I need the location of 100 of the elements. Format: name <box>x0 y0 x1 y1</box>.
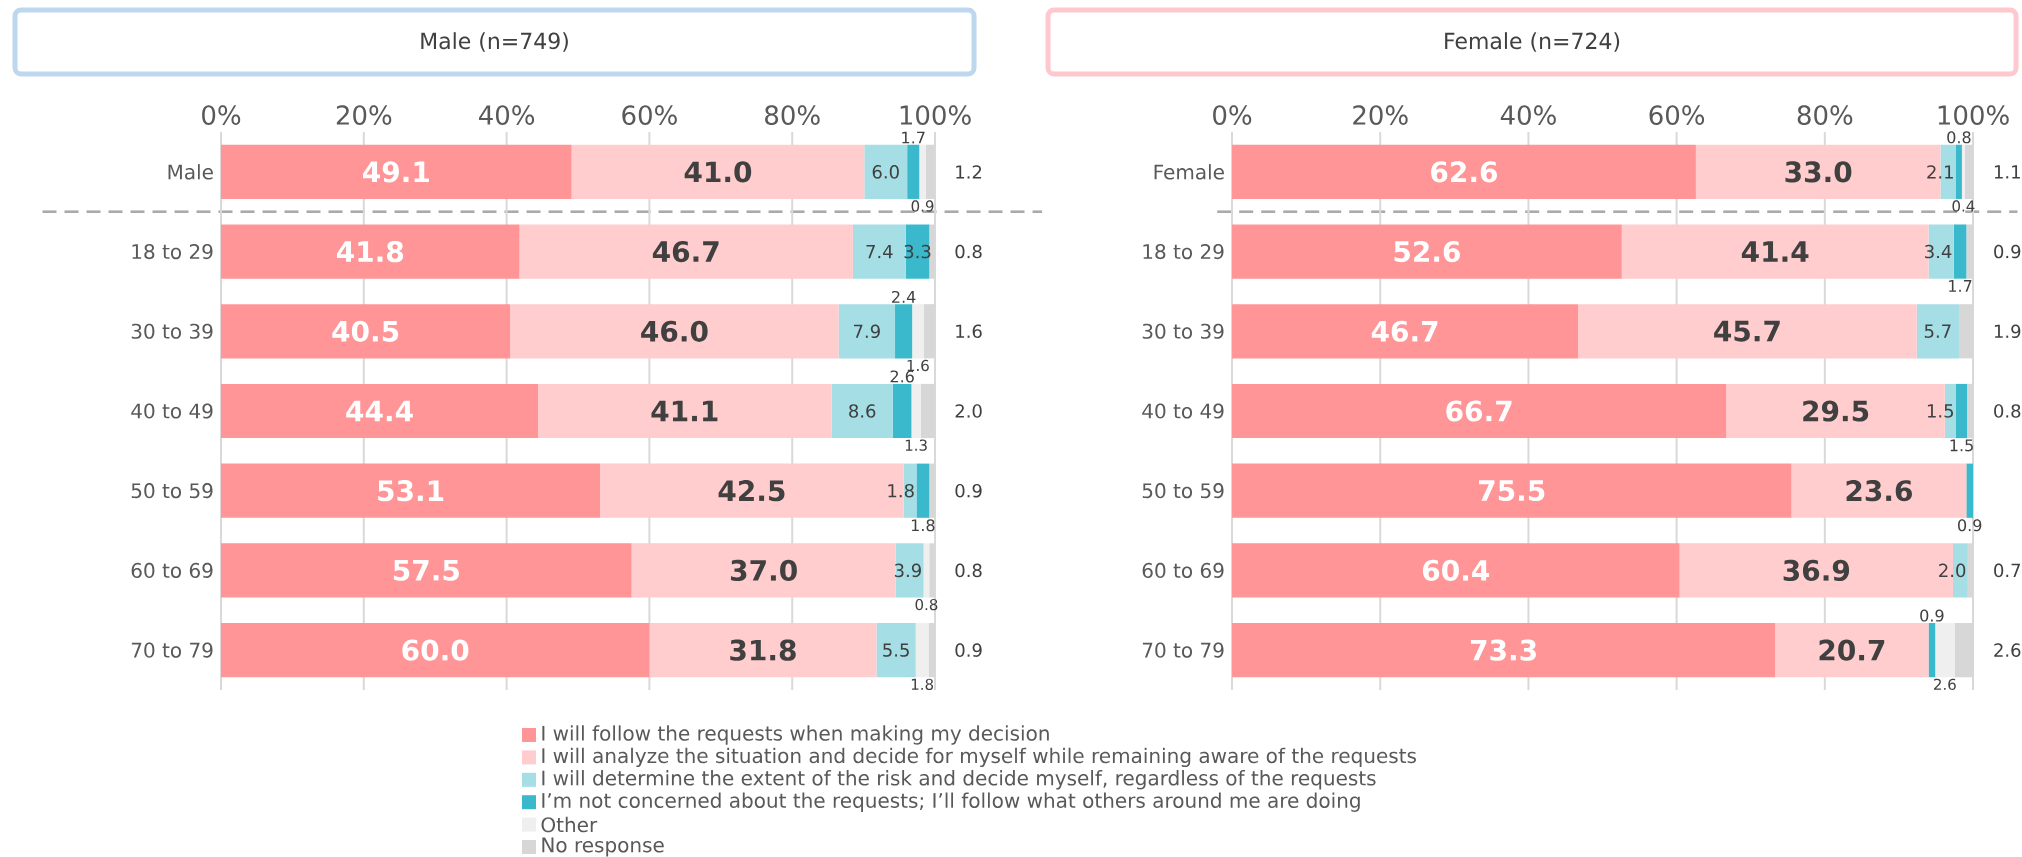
data-label: 8.6 <box>849 404 876 418</box>
bar <box>1916 304 1959 359</box>
data-label: 0.7 <box>1994 563 2021 578</box>
data-label: 41.1 <box>651 400 718 422</box>
data-label: 0.8 <box>1947 131 1971 144</box>
y-tick-label: 60 to 69 <box>1142 562 1224 578</box>
bar <box>1953 224 1967 279</box>
data-label: 1.6 <box>956 324 982 339</box>
data-label: 2.0 <box>955 404 982 418</box>
data-label: 0.8 <box>1994 404 2021 418</box>
data-label: 45.7 <box>1714 320 1780 342</box>
bar <box>911 383 921 439</box>
x-tick-label: 20% <box>336 105 392 125</box>
data-label: 2.4 <box>892 290 916 303</box>
y-tick-label: 30 to 39 <box>131 323 213 339</box>
data-label: 33.0 <box>1785 161 1852 183</box>
bar <box>919 144 926 199</box>
data-label: 75.5 <box>1479 480 1545 502</box>
bar <box>912 304 924 359</box>
data-label: 36.9 <box>1783 559 1850 582</box>
data-label: 1.9 <box>1994 324 2021 339</box>
data-label: 0.8 <box>955 563 982 578</box>
x-tick-label: 0% <box>202 105 241 125</box>
data-label: 62.6 <box>1431 161 1497 183</box>
bar <box>221 144 572 199</box>
bar <box>1966 463 1974 518</box>
data-label: 2.6 <box>1994 643 2021 657</box>
bar <box>1775 623 1929 678</box>
data-label: 57.5 <box>393 560 459 581</box>
data-label: 2.1 <box>1927 165 1953 179</box>
bar <box>1232 623 1776 678</box>
y-tick-label: 50 to 59 <box>1142 483 1224 499</box>
legend-label: I will analyze the situation and decide for myself while remaining aware of the requests <box>542 747 1416 768</box>
bar <box>1232 383 1727 439</box>
data-label: 23.6 <box>1846 480 1912 502</box>
bar <box>1935 623 1955 678</box>
data-label: 0.9 <box>955 483 982 498</box>
data-label: 46.7 <box>1371 320 1438 342</box>
bar <box>221 224 520 279</box>
bar <box>510 304 839 359</box>
bar <box>907 144 920 199</box>
y-tick-label: 40 to 49 <box>1142 403 1224 419</box>
bar <box>631 543 896 598</box>
x-tick-label: 40% <box>478 105 535 125</box>
bar <box>895 543 924 598</box>
chart-title: Female (n=724) <box>1445 32 1620 52</box>
bar <box>221 463 601 518</box>
y-tick-label: Female <box>1154 164 1224 180</box>
data-label: 1.8 <box>888 483 914 498</box>
x-tick-label: 60% <box>622 105 677 125</box>
legend-label: I’m not concerned about the requests; I’ll follow what others around me are doing <box>542 792 1360 812</box>
data-label: 1.2 <box>956 165 982 179</box>
data-label: 0.9 <box>1920 609 1944 622</box>
y-tick-label: Male <box>168 164 213 180</box>
bar <box>221 623 650 678</box>
bar <box>1928 623 1936 678</box>
data-label: 52.6 <box>1394 240 1460 263</box>
data-label: 41.8 <box>336 240 404 263</box>
bar <box>831 383 893 439</box>
data-label: 1.5 <box>1950 439 1973 452</box>
data-label: 3.9 <box>894 563 921 578</box>
data-label: 1.7 <box>1949 280 1972 292</box>
y-tick-label: 50 to 59 <box>131 483 213 499</box>
data-label: 49.1 <box>363 161 429 183</box>
chart-title: Male (n=749) <box>421 32 568 52</box>
bar <box>1791 463 1967 518</box>
bar <box>892 383 912 439</box>
data-label: 7.4 <box>866 245 893 259</box>
data-label: 1.5 <box>1927 404 1954 418</box>
bar <box>519 224 853 279</box>
data-label: 41.0 <box>684 161 752 183</box>
bar <box>1232 463 1792 518</box>
data-label: 0.9 <box>1958 519 1982 532</box>
y-tick-label: 40 to 49 <box>131 403 213 419</box>
bar <box>895 304 913 359</box>
bar <box>649 623 877 678</box>
bar <box>1232 543 1680 598</box>
bar <box>538 383 832 439</box>
data-label: 1.1 <box>1994 165 2020 179</box>
data-label: 53.1 <box>378 480 444 502</box>
x-tick-label: 0% <box>1213 105 1252 125</box>
bar <box>221 383 539 439</box>
bar <box>221 304 511 359</box>
data-label: 1.8 <box>911 519 935 532</box>
bar <box>838 304 896 359</box>
legend-label: I will follow the requests when making my decision <box>542 725 1049 745</box>
data-label: 66.7 <box>1446 400 1512 422</box>
data-label: 0.9 <box>955 643 982 657</box>
data-label: 1.6 <box>907 359 929 372</box>
data-label: 31.8 <box>730 639 796 661</box>
data-label: 0.9 <box>1994 244 2021 259</box>
y-tick-label: 30 to 39 <box>1142 323 1224 339</box>
data-label: 20.7 <box>1819 639 1885 661</box>
data-label: 6.0 <box>872 165 899 179</box>
y-tick-label: 18 to 29 <box>132 243 213 260</box>
data-label: 7.9 <box>853 324 880 339</box>
x-tick-label: 80% <box>1797 105 1853 125</box>
data-label: 2.0 <box>1939 563 1966 578</box>
bar <box>1961 144 1965 199</box>
bar <box>571 144 865 199</box>
